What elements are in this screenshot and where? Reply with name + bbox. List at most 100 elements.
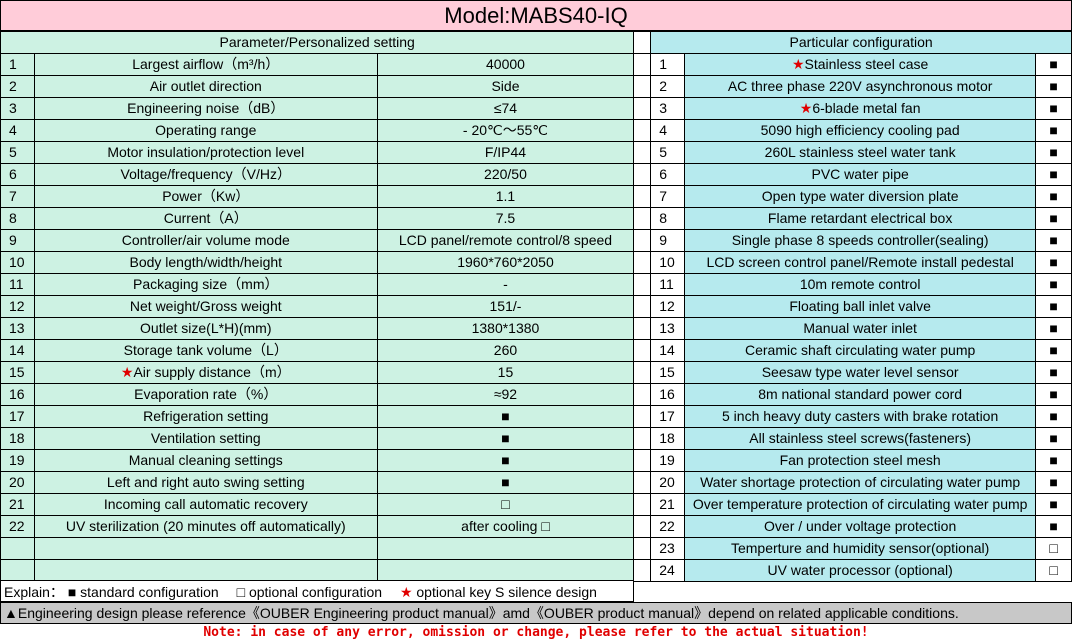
config-number: 24 xyxy=(650,559,686,582)
config-number: 10 xyxy=(650,251,686,274)
column-gap xyxy=(633,537,652,560)
param-value: 15 xyxy=(376,361,635,384)
table-row: 10 Body length/width/height 1960*760*2050 1… xyxy=(0,251,1072,274)
table-row: 14 Storage tank volume（L） 260 14 Ceramic sha… xyxy=(0,339,1072,362)
config-label: Temperture and humidity sensor(optional) xyxy=(684,537,1037,560)
param-number: 9 xyxy=(0,229,35,252)
param-label: Incoming call automatic recovery xyxy=(33,493,378,516)
table-row: 20 Left and right auto swing setting ■ 20 Wa… xyxy=(0,471,1072,494)
config-number: 8 xyxy=(650,207,686,230)
config-number: 11 xyxy=(650,273,686,296)
column-gap xyxy=(633,339,652,362)
param-value: ■ xyxy=(376,471,635,494)
param-label: Manual cleaning settings xyxy=(33,449,378,472)
star-icon: ★ xyxy=(399,584,413,600)
column-gap xyxy=(633,559,652,582)
engineering-note: ▲Engineering design please reference《OUB… xyxy=(0,602,1072,624)
column-gap xyxy=(633,251,652,274)
param-label: Packaging size（mm） xyxy=(33,273,378,296)
config-mark: ■ xyxy=(1035,295,1072,318)
param-label: ★Air supply distance（m） xyxy=(33,361,378,384)
config-number: 14 xyxy=(650,339,686,362)
param-number: 5 xyxy=(0,141,35,164)
config-number: 20 xyxy=(650,471,686,494)
param-value: after cooling □ xyxy=(376,515,635,538)
param-value: ■ xyxy=(376,427,635,450)
config-label: Open type water diversion plate xyxy=(684,185,1037,208)
config-label: Water shortage protection of circulating… xyxy=(684,471,1037,494)
config-label: ★6-blade metal fan xyxy=(684,97,1037,120)
param-label: Voltage/frequency（V/Hz） xyxy=(33,163,378,186)
param-label: Motor insulation/protection level xyxy=(33,141,378,164)
param-value: 151/- xyxy=(376,295,635,318)
param-label xyxy=(33,537,378,560)
legend-standard: ■ standard configuration xyxy=(67,584,219,600)
config-label-text: 6-blade metal fan xyxy=(812,100,921,116)
param-value: LCD panel/remote control/8 speed xyxy=(376,229,635,252)
table-row: 4 Operating range - 20℃～55℃ 4 5090 high effi… xyxy=(0,119,1072,142)
table-row: 3 Engineering noise（dB） ≤74 3 ★6-blade metal… xyxy=(0,97,1072,120)
table-row: 21 Incoming call automatic recovery □ 21 Ove… xyxy=(0,493,1072,516)
param-value: ≤74 xyxy=(376,97,635,120)
config-mark: ■ xyxy=(1035,207,1072,230)
config-mark: ■ xyxy=(1035,141,1072,164)
config-label: UV water processor (optional) xyxy=(684,559,1037,582)
config-mark: ■ xyxy=(1035,119,1072,142)
config-number: 21 xyxy=(650,493,686,516)
config-label-text: Stainless steel case xyxy=(804,56,929,72)
param-value: 260 xyxy=(376,339,635,362)
table-row: 11 Packaging size（mm） -11 10m remote contro… xyxy=(0,273,1072,296)
param-value: F/IP44 xyxy=(376,141,635,164)
param-value: - xyxy=(376,273,635,296)
config-label: LCD screen control panel/Remote install … xyxy=(684,251,1037,274)
param-number: 21 xyxy=(0,493,35,516)
column-gap xyxy=(633,317,652,340)
config-number: 23 xyxy=(650,537,686,560)
param-label-text: Air supply distance（m） xyxy=(133,364,291,380)
page-title: Model:MABS40-IQ xyxy=(0,0,1072,31)
table-row: 9 Controller/air volume mode LCD panel/rem… xyxy=(0,229,1072,252)
param-number: 6 xyxy=(0,163,35,186)
config-label: AC three phase 220V asynchronous motor xyxy=(684,75,1037,98)
param-number: 13 xyxy=(0,317,35,340)
legend-optional: □ optional configuration xyxy=(236,584,383,600)
config-mark: ■ xyxy=(1035,273,1072,296)
param-label: Engineering noise（dB） xyxy=(33,97,378,120)
config-label: 260L stainless steel water tank xyxy=(684,141,1037,164)
param-label xyxy=(33,559,378,582)
table-row: 6 Voltage/frequency（V/Hz） 220/50 6 PVC water… xyxy=(0,163,1072,186)
config-number: 9 xyxy=(650,229,686,252)
param-value: 1380*1380 xyxy=(376,317,635,340)
config-mark: ■ xyxy=(1035,361,1072,384)
table-row: 12 Net weight/Gross weight 151/- 12 Floating… xyxy=(0,295,1072,318)
config-number: 19 xyxy=(650,449,686,472)
column-gap xyxy=(633,53,652,76)
config-number: 18 xyxy=(650,427,686,450)
config-number: 17 xyxy=(650,405,686,428)
param-value xyxy=(376,537,635,560)
param-label: Power（Kw） xyxy=(33,185,378,208)
param-number: 8 xyxy=(0,207,35,230)
param-label: Evaporation rate（%） xyxy=(33,383,378,406)
config-mark: ■ xyxy=(1035,97,1072,120)
column-gap xyxy=(633,75,652,98)
param-number xyxy=(0,537,35,560)
param-number: 18 xyxy=(0,427,35,450)
config-mark: ■ xyxy=(1035,75,1072,98)
config-label: Over temperature protection of circulati… xyxy=(684,493,1037,516)
config-label: Seesaw type water level sensor xyxy=(684,361,1037,384)
left-header: Parameter/Personalized setting xyxy=(0,31,635,54)
table-row: 1 Largest airflow（m³/h） 40000 1 ★Stainless s… xyxy=(0,53,1072,76)
config-mark: ■ xyxy=(1035,251,1072,274)
config-label: Over / under voltage protection xyxy=(684,515,1037,538)
config-number: 1 xyxy=(650,53,686,76)
column-gap xyxy=(633,383,652,406)
param-value: - 20℃～55℃ xyxy=(376,119,635,142)
column-gap xyxy=(633,471,652,494)
config-number: 16 xyxy=(650,383,686,406)
param-number: 11 xyxy=(0,273,35,296)
explain-prefix: Explain： xyxy=(4,584,64,600)
spec-table: Parameter/Personalized setting Particula… xyxy=(0,31,1072,582)
param-label: Left and right auto swing setting xyxy=(33,471,378,494)
config-mark: ■ xyxy=(1035,471,1072,494)
